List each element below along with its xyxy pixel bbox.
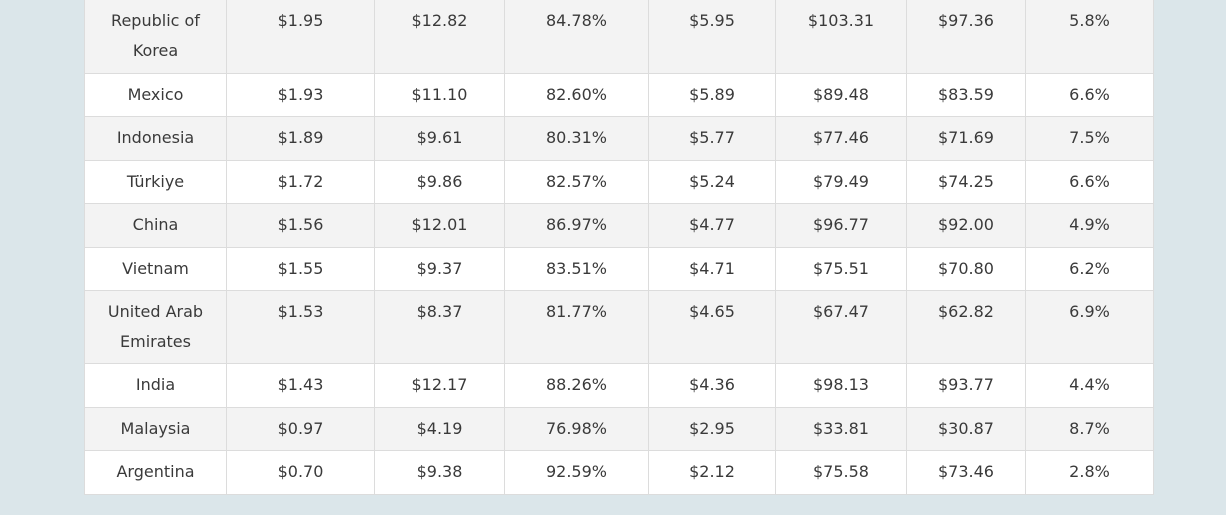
value-cell: $1.55: [226, 246, 375, 291]
value-cell: 6.2%: [1025, 246, 1154, 291]
value-cell: 81.77%: [504, 290, 649, 364]
table-row: Mexico $1.93 $11.10 82.60% $5.89 $89.48 …: [84, 72, 1154, 117]
value-cell: 88.26%: [504, 363, 649, 408]
value-cell: $73.46: [906, 450, 1026, 495]
value-cell: $8.37: [374, 290, 505, 364]
value-cell: $1.53: [226, 290, 375, 364]
value-cell: $4.36: [648, 363, 776, 408]
value-cell: $0.97: [226, 406, 375, 451]
value-cell: 83.51%: [504, 246, 649, 291]
value-cell: $103.31: [775, 0, 907, 74]
value-cell: 76.98%: [504, 406, 649, 451]
value-cell: $4.19: [374, 406, 505, 451]
value-cell: $12.17: [374, 363, 505, 408]
country-cell: Türkiye: [84, 159, 227, 204]
value-cell: 6.6%: [1025, 72, 1154, 117]
value-cell: $1.56: [226, 203, 375, 248]
value-cell: $9.37: [374, 246, 505, 291]
table-row: Malaysia $0.97 $4.19 76.98% $2.95 $33.81…: [84, 406, 1154, 451]
value-cell: $12.82: [374, 0, 505, 74]
value-cell: $1.72: [226, 159, 375, 204]
value-cell: $0.70: [226, 450, 375, 495]
value-cell: 82.60%: [504, 72, 649, 117]
value-cell: 4.4%: [1025, 363, 1154, 408]
value-cell: $9.38: [374, 450, 505, 495]
value-cell: 8.7%: [1025, 406, 1154, 451]
value-cell: $2.12: [648, 450, 776, 495]
value-cell: $1.95: [226, 0, 375, 74]
value-cell: $4.77: [648, 203, 776, 248]
value-cell: $5.95: [648, 0, 776, 74]
country-cell: Argentina: [84, 450, 227, 495]
country-cell: Mexico: [84, 72, 227, 117]
value-cell: $75.58: [775, 450, 907, 495]
table-row: Republic of Korea $1.95 $12.82 84.78% $5…: [84, 0, 1154, 74]
value-cell: $11.10: [374, 72, 505, 117]
value-cell: 4.9%: [1025, 203, 1154, 248]
value-cell: $5.24: [648, 159, 776, 204]
value-cell: $4.71: [648, 246, 776, 291]
country-cell: China: [84, 203, 227, 248]
value-cell: 80.31%: [504, 116, 649, 161]
value-cell: $9.61: [374, 116, 505, 161]
value-cell: 2.8%: [1025, 450, 1154, 495]
table-row: Argentina $0.70 $9.38 92.59% $2.12 $75.5…: [84, 450, 1154, 495]
value-cell: $89.48: [775, 72, 907, 117]
table-row: China $1.56 $12.01 86.97% $4.77 $96.77 $…: [84, 203, 1154, 248]
table-row: Vietnam $1.55 $9.37 83.51% $4.71 $75.51 …: [84, 246, 1154, 291]
value-cell: 6.9%: [1025, 290, 1154, 364]
value-cell: 92.59%: [504, 450, 649, 495]
value-cell: $9.86: [374, 159, 505, 204]
data-table-container: Republic of Korea $1.95 $12.82 84.78% $5…: [84, 0, 1154, 495]
value-cell: 5.8%: [1025, 0, 1154, 74]
country-cell: India: [84, 363, 227, 408]
value-cell: $12.01: [374, 203, 505, 248]
value-cell: 84.78%: [504, 0, 649, 74]
table-row: United Arab Emirates $1.53 $8.37 81.77% …: [84, 290, 1154, 364]
value-cell: $74.25: [906, 159, 1026, 204]
value-cell: 82.57%: [504, 159, 649, 204]
value-cell: $71.69: [906, 116, 1026, 161]
country-cell: Republic of Korea: [84, 0, 227, 74]
value-cell: 7.5%: [1025, 116, 1154, 161]
value-cell: $4.65: [648, 290, 776, 364]
value-cell: 6.6%: [1025, 159, 1154, 204]
value-cell: $96.77: [775, 203, 907, 248]
value-cell: $5.89: [648, 72, 776, 117]
country-cell: United Arab Emirates: [84, 290, 227, 364]
value-cell: $79.49: [775, 159, 907, 204]
table-row: India $1.43 $12.17 88.26% $4.36 $98.13 $…: [84, 363, 1154, 408]
value-cell: $62.82: [906, 290, 1026, 364]
value-cell: $77.46: [775, 116, 907, 161]
value-cell: $70.80: [906, 246, 1026, 291]
country-cell: Malaysia: [84, 406, 227, 451]
value-cell: $2.95: [648, 406, 776, 451]
table-row: Türkiye $1.72 $9.86 82.57% $5.24 $79.49 …: [84, 159, 1154, 204]
value-cell: $92.00: [906, 203, 1026, 248]
value-cell: $1.43: [226, 363, 375, 408]
value-cell: $5.77: [648, 116, 776, 161]
value-cell: $1.89: [226, 116, 375, 161]
value-cell: $1.93: [226, 72, 375, 117]
value-cell: $75.51: [775, 246, 907, 291]
country-cell: Vietnam: [84, 246, 227, 291]
value-cell: $67.47: [775, 290, 907, 364]
value-cell: $98.13: [775, 363, 907, 408]
table-row: Indonesia $1.89 $9.61 80.31% $5.77 $77.4…: [84, 116, 1154, 161]
value-cell: $93.77: [906, 363, 1026, 408]
value-cell: $97.36: [906, 0, 1026, 74]
value-cell: 86.97%: [504, 203, 649, 248]
data-table: Republic of Korea $1.95 $12.82 84.78% $5…: [84, 0, 1154, 495]
value-cell: $30.87: [906, 406, 1026, 451]
value-cell: $33.81: [775, 406, 907, 451]
country-cell: Indonesia: [84, 116, 227, 161]
value-cell: $83.59: [906, 72, 1026, 117]
